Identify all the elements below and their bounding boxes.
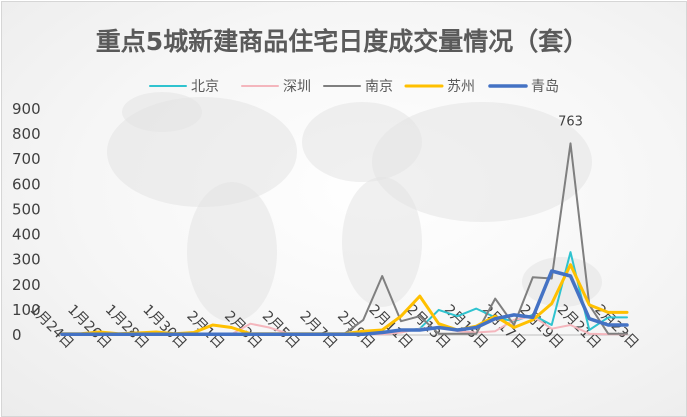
y-tick-label: 800 — [12, 125, 41, 143]
series-line-青岛 — [60, 269, 629, 336]
y-tick-label: 0 — [12, 326, 22, 344]
y-tick-label: 200 — [12, 276, 41, 294]
y-tick-label: 600 — [12, 175, 41, 193]
legend-label: 北京 — [191, 79, 219, 95]
map-blob — [342, 177, 422, 307]
y-tick-label: 500 — [12, 200, 41, 218]
legend-label: 深圳 — [283, 79, 311, 95]
legend-label: 南京 — [365, 79, 393, 95]
x-tick-label: 2月5日 — [259, 308, 303, 352]
chart-title: 重点5城新建商品住宅日度成交量情况（套） — [96, 27, 588, 56]
map-blob — [187, 182, 277, 322]
map-blob — [372, 102, 592, 222]
y-tick-label: 100 — [12, 301, 41, 319]
data-label: 763 — [558, 114, 583, 129]
y-tick-label: 900 — [12, 100, 41, 118]
world-map-background — [107, 92, 602, 322]
map-blob — [122, 92, 202, 132]
y-axis: 0 100 200 300 400 500 600 700 800 900 — [12, 100, 41, 344]
x-tick-label: 2月7日 — [296, 308, 340, 352]
legend: 北京 深圳 南京 苏州 青岛 — [149, 79, 559, 95]
legend-label: 青岛 — [531, 79, 559, 95]
y-tick-label: 300 — [12, 251, 41, 269]
y-tick-label: 700 — [12, 150, 41, 168]
legend-label: 苏州 — [447, 79, 475, 95]
annotations: 763 — [558, 114, 583, 129]
y-tick-label: 400 — [12, 226, 41, 244]
series-lines — [60, 142, 629, 336]
